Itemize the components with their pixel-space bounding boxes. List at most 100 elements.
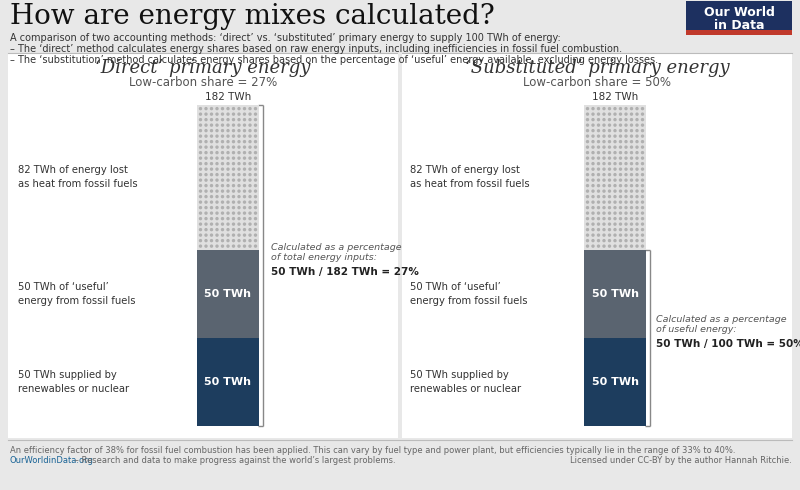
Circle shape [598,135,599,137]
Circle shape [249,113,251,115]
Circle shape [254,245,257,247]
Circle shape [238,135,240,137]
Text: 82 TWh of energy lost
as heat from fossil fuels: 82 TWh of energy lost as heat from fossi… [18,165,138,189]
Circle shape [592,218,594,220]
Circle shape [609,218,610,220]
Circle shape [603,196,605,197]
Bar [8,53,398,438]
Circle shape [233,223,234,225]
Circle shape [243,212,246,214]
Text: 50 TWh / 100 TWh = 50%: 50 TWh / 100 TWh = 50% [656,339,800,349]
Circle shape [216,245,218,247]
Circle shape [210,157,213,159]
Circle shape [603,185,605,187]
Bar [398,53,402,438]
Circle shape [603,130,605,132]
Circle shape [625,229,627,231]
Circle shape [227,185,229,187]
Circle shape [625,196,627,197]
Circle shape [586,163,589,165]
Circle shape [630,212,633,214]
Circle shape [630,179,633,181]
Circle shape [238,240,240,242]
Circle shape [642,207,643,209]
Circle shape [642,151,643,154]
Circle shape [630,234,633,236]
Circle shape [619,190,622,192]
Circle shape [636,196,638,197]
Circle shape [216,201,218,203]
Circle shape [619,157,622,159]
Circle shape [603,151,605,154]
Circle shape [233,229,234,231]
Circle shape [222,119,223,121]
Circle shape [636,179,638,181]
Circle shape [619,141,622,143]
Circle shape [614,190,616,192]
Circle shape [205,108,207,110]
Circle shape [614,157,616,159]
Circle shape [625,135,627,137]
Circle shape [636,124,638,126]
Circle shape [586,146,589,148]
Circle shape [249,245,251,247]
Circle shape [243,146,246,148]
Circle shape [233,201,234,203]
Circle shape [609,130,610,132]
Circle shape [642,173,643,175]
Circle shape [592,207,594,209]
Circle shape [614,119,616,121]
Circle shape [222,245,223,247]
Circle shape [216,240,218,242]
Circle shape [227,207,229,209]
Circle shape [630,218,633,220]
Circle shape [625,201,627,203]
Circle shape [630,223,633,225]
Circle shape [210,179,213,181]
Circle shape [222,223,223,225]
Circle shape [238,168,240,170]
Circle shape [205,185,207,187]
Circle shape [636,229,638,231]
Circle shape [619,119,622,121]
Circle shape [227,173,229,175]
Circle shape [598,245,599,247]
Circle shape [199,130,202,132]
Text: Low-carbon share = 50%: Low-carbon share = 50% [523,76,671,89]
Circle shape [238,163,240,165]
Circle shape [642,141,643,143]
Circle shape [254,234,257,236]
Circle shape [199,108,202,110]
Circle shape [205,173,207,175]
Circle shape [216,124,218,126]
Circle shape [609,185,610,187]
Circle shape [216,229,218,231]
Circle shape [205,179,207,181]
Circle shape [609,141,610,143]
Circle shape [598,240,599,242]
Circle shape [609,212,610,214]
Circle shape [233,212,234,214]
Circle shape [630,130,633,132]
Circle shape [216,113,218,115]
Circle shape [636,119,638,121]
Circle shape [609,245,610,247]
Circle shape [216,223,218,225]
Circle shape [210,135,213,137]
Circle shape [238,157,240,159]
Circle shape [619,223,622,225]
Circle shape [586,151,589,154]
Circle shape [222,234,223,236]
Circle shape [636,113,638,115]
Circle shape [233,135,234,137]
Circle shape [619,151,622,154]
Circle shape [603,229,605,231]
Circle shape [238,124,240,126]
Circle shape [592,245,594,247]
Circle shape [586,185,589,187]
Circle shape [592,163,594,165]
Circle shape [216,212,218,214]
Circle shape [254,108,257,110]
Circle shape [199,135,202,137]
Circle shape [642,168,643,170]
